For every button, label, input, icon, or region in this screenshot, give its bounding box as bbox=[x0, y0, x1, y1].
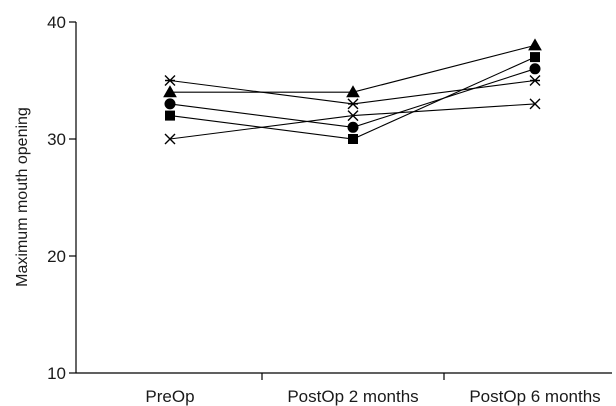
y-tick-label: 40 bbox=[47, 13, 66, 32]
marker-square bbox=[348, 134, 358, 144]
series-line bbox=[169, 68, 536, 128]
series-asterisk bbox=[164, 75, 541, 110]
y-tick-label: 30 bbox=[47, 130, 66, 149]
x-ticks: PreOp PostOp 2 months PostOp 6 months bbox=[145, 373, 601, 406]
y-tick-label: 10 bbox=[47, 364, 66, 383]
marker-asterisk bbox=[347, 98, 359, 110]
marker-square bbox=[165, 110, 175, 121]
marker-circle bbox=[164, 98, 176, 110]
marker-x bbox=[164, 133, 176, 145]
x-tick-label: PostOp 6 months bbox=[469, 387, 600, 406]
axes bbox=[75, 22, 612, 374]
series-x bbox=[164, 98, 541, 145]
marker-asterisk bbox=[529, 75, 541, 86]
marker-x bbox=[347, 110, 359, 122]
marker-triangle bbox=[346, 85, 360, 98]
series-group bbox=[163, 38, 542, 145]
marker-x bbox=[529, 98, 541, 110]
marker-circle bbox=[347, 121, 359, 133]
marker-circle bbox=[529, 63, 541, 75]
marker-triangle bbox=[163, 85, 177, 98]
x-tick-label: PreOp bbox=[145, 387, 194, 406]
marker-triangle bbox=[528, 38, 542, 51]
marker-asterisk bbox=[164, 75, 176, 86]
x-tick-label: PostOp 2 months bbox=[287, 387, 418, 406]
marker-square bbox=[530, 52, 540, 63]
series-square bbox=[165, 52, 540, 144]
y-ticks: 10 20 30 40 bbox=[47, 13, 76, 383]
series-line bbox=[169, 103, 536, 140]
y-axis-label: Maximum mouth opening bbox=[14, 107, 31, 287]
y-tick-label: 20 bbox=[47, 247, 66, 266]
series-line bbox=[170, 44, 536, 93]
series-triangle bbox=[163, 38, 542, 98]
